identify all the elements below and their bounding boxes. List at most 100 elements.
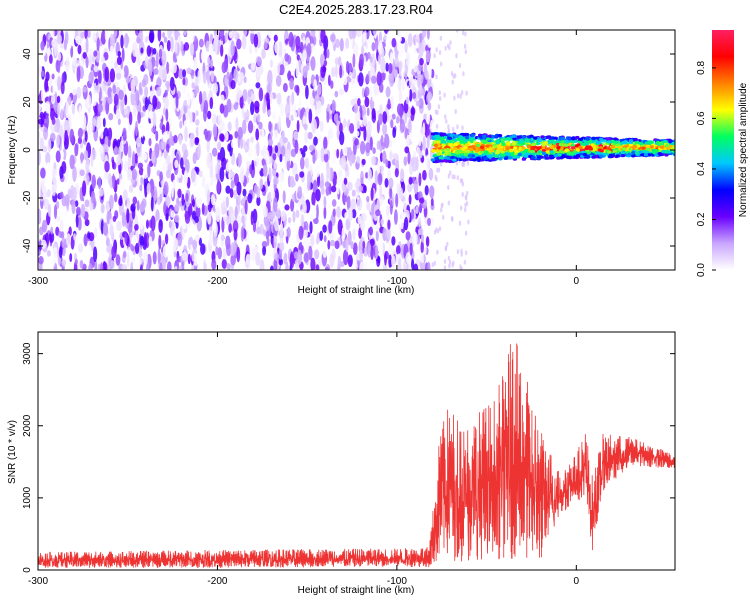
noise-cell — [420, 127, 425, 138]
noise-cell — [60, 230, 65, 239]
noise-cell — [130, 90, 136, 106]
noise-cell — [331, 99, 336, 115]
noise-cell — [448, 263, 451, 269]
noise-cell — [112, 215, 117, 223]
noise-cell — [217, 114, 222, 126]
noise-cell — [230, 180, 235, 189]
signal-cell — [447, 136, 452, 140]
noise-cell — [466, 190, 469, 196]
signal-cell — [448, 143, 453, 147]
noise-cell — [60, 80, 65, 95]
noise-cell — [317, 83, 322, 96]
snr-x-tick-label: -200 — [207, 576, 227, 587]
noise-cell — [273, 233, 278, 249]
noise-cell — [38, 63, 42, 77]
noise-cell — [178, 68, 184, 80]
noise-cell — [126, 252, 130, 268]
noise-cell — [242, 119, 247, 135]
noise-cell — [418, 172, 422, 187]
noise-cell — [281, 210, 286, 222]
noise-cell — [143, 139, 148, 152]
noise-cell — [292, 210, 296, 223]
noise-cell — [410, 107, 416, 116]
noise-cell — [363, 261, 368, 270]
noise-cell — [289, 253, 295, 269]
signal-cell — [521, 146, 526, 150]
noise-cell — [461, 162, 464, 168]
signal-cell — [464, 151, 470, 156]
noise-cell — [454, 109, 457, 114]
noise-cell — [352, 228, 356, 241]
noise-cell — [146, 182, 151, 195]
noise-cell — [315, 188, 321, 202]
noise-cell — [330, 33, 336, 43]
noise-cell — [263, 41, 268, 50]
noise-cell — [143, 251, 148, 266]
noise-cell — [58, 246, 63, 259]
noise-cell — [323, 206, 327, 220]
noise-cell — [411, 258, 415, 270]
noise-cell — [198, 124, 204, 137]
signal-cell — [461, 133, 467, 137]
noise-cell — [61, 235, 65, 249]
noise-cell — [267, 109, 272, 117]
noise-cell — [221, 258, 227, 269]
noise-cell — [433, 260, 436, 266]
noise-cell — [356, 191, 360, 201]
signal-cell — [575, 147, 580, 152]
signal-cell — [561, 155, 566, 159]
noise-cell — [377, 172, 383, 186]
noise-cell — [192, 152, 197, 165]
noise-cell — [313, 136, 318, 146]
noise-cell — [94, 105, 98, 117]
noise-cell — [127, 156, 132, 170]
noise-cell — [323, 152, 329, 163]
noise-cell — [162, 245, 169, 258]
noise-cell — [456, 124, 459, 130]
snr-y-tick-label: 1000 — [22, 486, 33, 509]
noise-cell — [306, 62, 310, 71]
noise-cell — [97, 70, 102, 84]
signal-cell — [524, 148, 529, 153]
signal-cell — [447, 139, 453, 144]
noise-cell — [111, 159, 115, 170]
noise-cell — [338, 88, 345, 96]
noise-cell — [378, 113, 383, 126]
noise-cell — [324, 266, 330, 270]
noise-cell — [241, 215, 245, 224]
noise-cell — [336, 176, 342, 186]
noise-cell — [255, 251, 261, 266]
noise-cell — [394, 56, 399, 68]
noise-cell — [122, 250, 127, 259]
noise-cell — [72, 219, 77, 234]
noise-cell — [75, 35, 81, 45]
signal-cell — [599, 149, 604, 153]
noise-cell — [161, 50, 167, 66]
noise-cell — [465, 201, 469, 206]
noise-cell — [327, 239, 331, 250]
signal-cell — [531, 156, 536, 160]
noise-cell — [255, 128, 260, 141]
noise-cell — [209, 65, 215, 72]
noise-cell — [140, 47, 144, 54]
noise-cell — [439, 35, 443, 41]
noise-cell — [403, 216, 409, 231]
noise-cell — [78, 58, 82, 66]
noise-cell — [371, 75, 377, 84]
noise-cell — [461, 125, 464, 131]
noise-cell — [68, 36, 72, 50]
noise-cell — [460, 178, 464, 184]
noise-cell — [88, 244, 92, 258]
noise-cell — [267, 139, 274, 146]
noise-cell — [47, 138, 52, 153]
noise-cell — [258, 87, 264, 102]
snr-x-tick-label: -300 — [28, 576, 48, 587]
noise-cell — [347, 207, 353, 222]
noise-cell — [74, 200, 79, 208]
noise-cell — [326, 65, 330, 79]
noise-cell — [262, 205, 268, 218]
noise-cell — [254, 100, 260, 111]
signal-cell — [436, 152, 441, 156]
noise-cell — [303, 145, 308, 152]
noise-cell — [315, 264, 320, 270]
